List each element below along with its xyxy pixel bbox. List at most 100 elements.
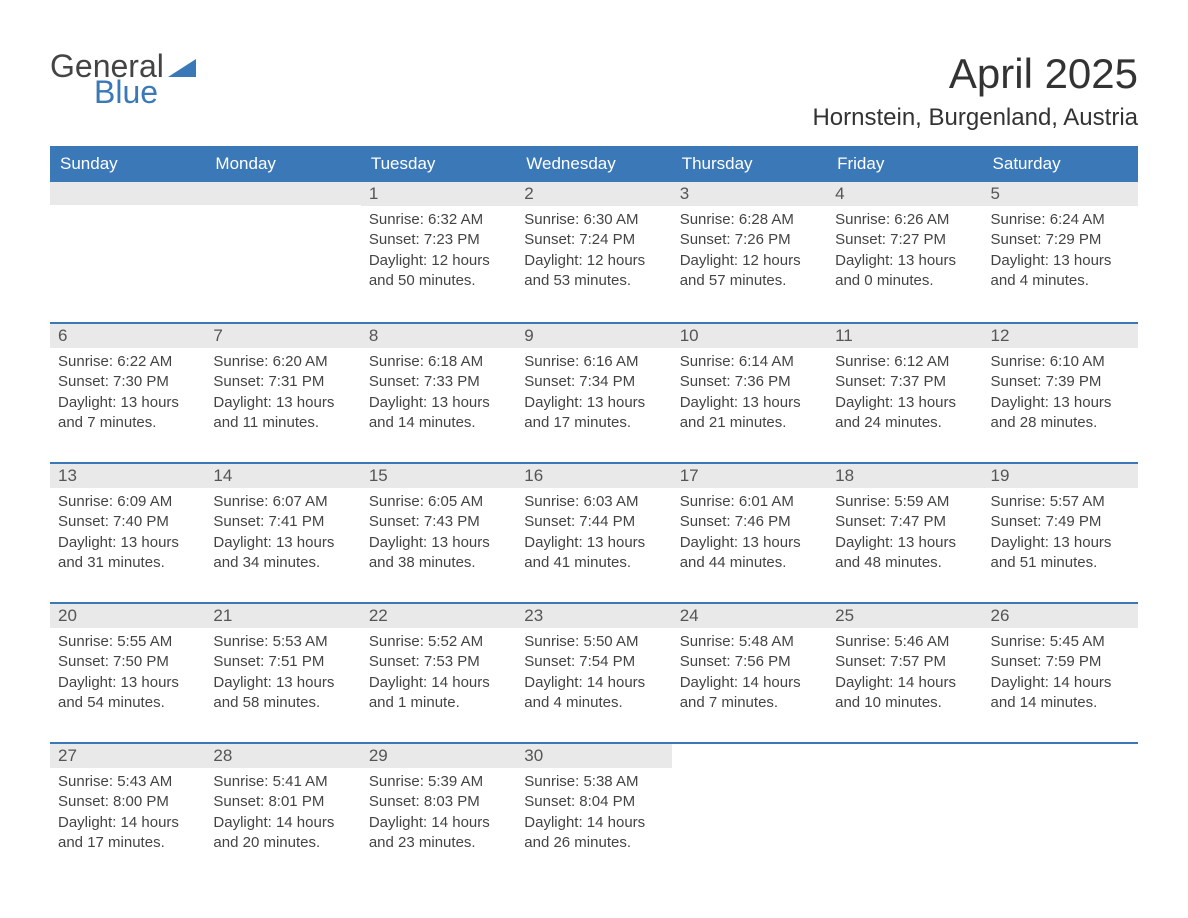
logo-triangle-icon: [168, 50, 196, 82]
day-cell: 25Sunrise: 5:46 AMSunset: 7:57 PMDayligh…: [827, 604, 982, 742]
day-number: 2: [516, 182, 671, 206]
day-number: 17: [672, 464, 827, 488]
daylight-text: Daylight: 13 hours and 48 minutes.: [835, 533, 974, 574]
calendar: Sunday Monday Tuesday Wednesday Thursday…: [50, 146, 1138, 882]
sunset-text: Sunset: 7:36 PM: [680, 372, 819, 392]
day-body: Sunrise: 5:52 AMSunset: 7:53 PMDaylight:…: [361, 628, 516, 725]
sunset-text: Sunset: 7:49 PM: [991, 512, 1130, 532]
sunset-text: Sunset: 7:27 PM: [835, 230, 974, 250]
sunrise-text: Sunrise: 5:41 AM: [213, 772, 352, 792]
daylight-text: Daylight: 14 hours and 4 minutes.: [524, 673, 663, 714]
day-number: [672, 744, 827, 767]
dow-thursday: Thursday: [672, 146, 827, 182]
day-cell: 19Sunrise: 5:57 AMSunset: 7:49 PMDayligh…: [983, 464, 1138, 602]
day-cell: 7Sunrise: 6:20 AMSunset: 7:31 PMDaylight…: [205, 324, 360, 462]
day-body: Sunrise: 6:22 AMSunset: 7:30 PMDaylight:…: [50, 348, 205, 445]
sunset-text: Sunset: 7:23 PM: [369, 230, 508, 250]
daylight-text: Daylight: 13 hours and 41 minutes.: [524, 533, 663, 574]
weeks-container: 1Sunrise: 6:32 AMSunset: 7:23 PMDaylight…: [50, 182, 1138, 882]
day-cell: [983, 744, 1138, 882]
day-number: 27: [50, 744, 205, 768]
day-number: 20: [50, 604, 205, 628]
day-cell: 3Sunrise: 6:28 AMSunset: 7:26 PMDaylight…: [672, 182, 827, 322]
sunrise-text: Sunrise: 6:20 AM: [213, 352, 352, 372]
daylight-text: Daylight: 13 hours and 24 minutes.: [835, 393, 974, 434]
sunset-text: Sunset: 7:24 PM: [524, 230, 663, 250]
sunset-text: Sunset: 7:51 PM: [213, 652, 352, 672]
day-body: Sunrise: 5:41 AMSunset: 8:01 PMDaylight:…: [205, 768, 360, 865]
dow-wednesday: Wednesday: [516, 146, 671, 182]
daylight-text: Daylight: 12 hours and 57 minutes.: [680, 251, 819, 292]
day-body: Sunrise: 5:55 AMSunset: 7:50 PMDaylight:…: [50, 628, 205, 725]
dow-tuesday: Tuesday: [361, 146, 516, 182]
daylight-text: Daylight: 14 hours and 26 minutes.: [524, 813, 663, 854]
day-body: Sunrise: 6:05 AMSunset: 7:43 PMDaylight:…: [361, 488, 516, 585]
day-body: Sunrise: 5:59 AMSunset: 7:47 PMDaylight:…: [827, 488, 982, 585]
week-row: 1Sunrise: 6:32 AMSunset: 7:23 PMDaylight…: [50, 182, 1138, 322]
day-body: Sunrise: 6:26 AMSunset: 7:27 PMDaylight:…: [827, 206, 982, 303]
day-cell: 22Sunrise: 5:52 AMSunset: 7:53 PMDayligh…: [361, 604, 516, 742]
dow-sunday: Sunday: [50, 146, 205, 182]
sunset-text: Sunset: 7:31 PM: [213, 372, 352, 392]
sunrise-text: Sunrise: 6:07 AM: [213, 492, 352, 512]
day-cell: 1Sunrise: 6:32 AMSunset: 7:23 PMDaylight…: [361, 182, 516, 322]
sunset-text: Sunset: 7:44 PM: [524, 512, 663, 532]
sunrise-text: Sunrise: 5:38 AM: [524, 772, 663, 792]
sunset-text: Sunset: 7:56 PM: [680, 652, 819, 672]
day-cell: 28Sunrise: 5:41 AMSunset: 8:01 PMDayligh…: [205, 744, 360, 882]
day-number: 3: [672, 182, 827, 206]
sunset-text: Sunset: 8:03 PM: [369, 792, 508, 812]
day-body: Sunrise: 6:28 AMSunset: 7:26 PMDaylight:…: [672, 206, 827, 303]
day-number: 24: [672, 604, 827, 628]
day-body: Sunrise: 6:24 AMSunset: 7:29 PMDaylight:…: [983, 206, 1138, 303]
day-body: Sunrise: 5:39 AMSunset: 8:03 PMDaylight:…: [361, 768, 516, 865]
day-number: 18: [827, 464, 982, 488]
sunset-text: Sunset: 7:46 PM: [680, 512, 819, 532]
daylight-text: Daylight: 14 hours and 23 minutes.: [369, 813, 508, 854]
day-cell: 5Sunrise: 6:24 AMSunset: 7:29 PMDaylight…: [983, 182, 1138, 322]
logo: General Blue: [50, 50, 196, 108]
sunrise-text: Sunrise: 6:01 AM: [680, 492, 819, 512]
sunset-text: Sunset: 7:37 PM: [835, 372, 974, 392]
day-number: 8: [361, 324, 516, 348]
day-body: Sunrise: 5:57 AMSunset: 7:49 PMDaylight:…: [983, 488, 1138, 585]
day-body: Sunrise: 5:46 AMSunset: 7:57 PMDaylight:…: [827, 628, 982, 725]
sunset-text: Sunset: 7:34 PM: [524, 372, 663, 392]
day-cell: 9Sunrise: 6:16 AMSunset: 7:34 PMDaylight…: [516, 324, 671, 462]
sunset-text: Sunset: 7:57 PM: [835, 652, 974, 672]
sunrise-text: Sunrise: 5:55 AM: [58, 632, 197, 652]
daylight-text: Daylight: 14 hours and 20 minutes.: [213, 813, 352, 854]
sunrise-text: Sunrise: 5:59 AM: [835, 492, 974, 512]
sunrise-text: Sunrise: 6:12 AM: [835, 352, 974, 372]
header: General Blue April 2025 Hornstein, Burge…: [50, 50, 1138, 132]
day-body: Sunrise: 6:14 AMSunset: 7:36 PMDaylight:…: [672, 348, 827, 445]
location: Hornstein, Burgenland, Austria: [812, 104, 1138, 132]
day-number: 28: [205, 744, 360, 768]
day-number: 7: [205, 324, 360, 348]
day-number: [205, 182, 360, 205]
day-number: 15: [361, 464, 516, 488]
day-body: Sunrise: 5:53 AMSunset: 7:51 PMDaylight:…: [205, 628, 360, 725]
day-cell: 20Sunrise: 5:55 AMSunset: 7:50 PMDayligh…: [50, 604, 205, 742]
day-number: 25: [827, 604, 982, 628]
sunrise-text: Sunrise: 6:09 AM: [58, 492, 197, 512]
day-body: Sunrise: 5:48 AMSunset: 7:56 PMDaylight:…: [672, 628, 827, 725]
sunset-text: Sunset: 7:29 PM: [991, 230, 1130, 250]
sunrise-text: Sunrise: 6:16 AM: [524, 352, 663, 372]
sunset-text: Sunset: 8:01 PM: [213, 792, 352, 812]
sunrise-text: Sunrise: 5:50 AM: [524, 632, 663, 652]
day-number: 21: [205, 604, 360, 628]
sunrise-text: Sunrise: 6:14 AM: [680, 352, 819, 372]
sunrise-text: Sunrise: 6:30 AM: [524, 210, 663, 230]
daylight-text: Daylight: 13 hours and 54 minutes.: [58, 673, 197, 714]
day-number: 1: [361, 182, 516, 206]
day-body: Sunrise: 6:03 AMSunset: 7:44 PMDaylight:…: [516, 488, 671, 585]
daylight-text: Daylight: 14 hours and 7 minutes.: [680, 673, 819, 714]
dow-friday: Friday: [827, 146, 982, 182]
sunset-text: Sunset: 7:39 PM: [991, 372, 1130, 392]
sunset-text: Sunset: 7:47 PM: [835, 512, 974, 532]
month-title: April 2025: [812, 50, 1138, 98]
title-block: April 2025 Hornstein, Burgenland, Austri…: [812, 50, 1138, 132]
daylight-text: Daylight: 13 hours and 0 minutes.: [835, 251, 974, 292]
daylight-text: Daylight: 13 hours and 31 minutes.: [58, 533, 197, 574]
